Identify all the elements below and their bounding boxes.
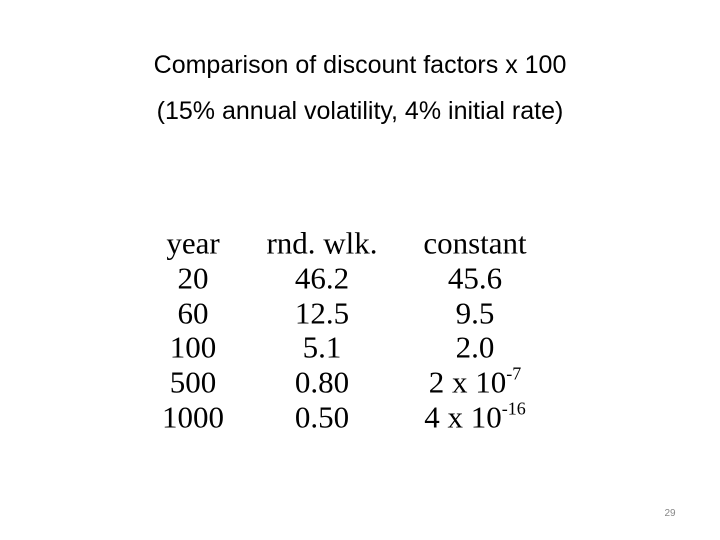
cell-base: 4 x 10 bbox=[424, 399, 502, 435]
table-cell: 4 x 10-16 bbox=[424, 398, 526, 435]
table-cell: 2 x 10-7 bbox=[428, 363, 522, 400]
table-cell: 12.5 bbox=[294, 295, 350, 331]
cell-base: 2 x 10 bbox=[428, 364, 507, 400]
table-cell: 500 bbox=[169, 364, 217, 400]
table-cell: 46.2 bbox=[294, 260, 350, 296]
title-line: (15% annual volatility, 4% initial rate) bbox=[156, 97, 564, 125]
cell-exponent: -16 bbox=[501, 398, 526, 419]
header-cell: constant bbox=[423, 225, 527, 261]
table-cell: 2.0 bbox=[455, 329, 495, 365]
table-cell: 0.80 bbox=[294, 364, 350, 400]
header-cell: year bbox=[166, 225, 220, 261]
header-cell: rnd. wlk. bbox=[266, 225, 378, 261]
table-cell: 100 bbox=[169, 329, 217, 365]
table-cell: 45.6 bbox=[447, 260, 503, 296]
table-cell: 5.1 bbox=[302, 329, 342, 365]
table-cell: 1000 bbox=[162, 399, 224, 435]
table-cell: 60 bbox=[177, 295, 209, 331]
cell-exponent: -7 bbox=[506, 363, 522, 384]
page-number: 29 bbox=[664, 508, 676, 519]
table-cell: 0.50 bbox=[294, 399, 350, 435]
title-line: Comparison of discount factors x 100 bbox=[153, 51, 567, 79]
table-cell: 20 bbox=[177, 260, 209, 296]
table-cell: 9.5 bbox=[455, 295, 495, 331]
